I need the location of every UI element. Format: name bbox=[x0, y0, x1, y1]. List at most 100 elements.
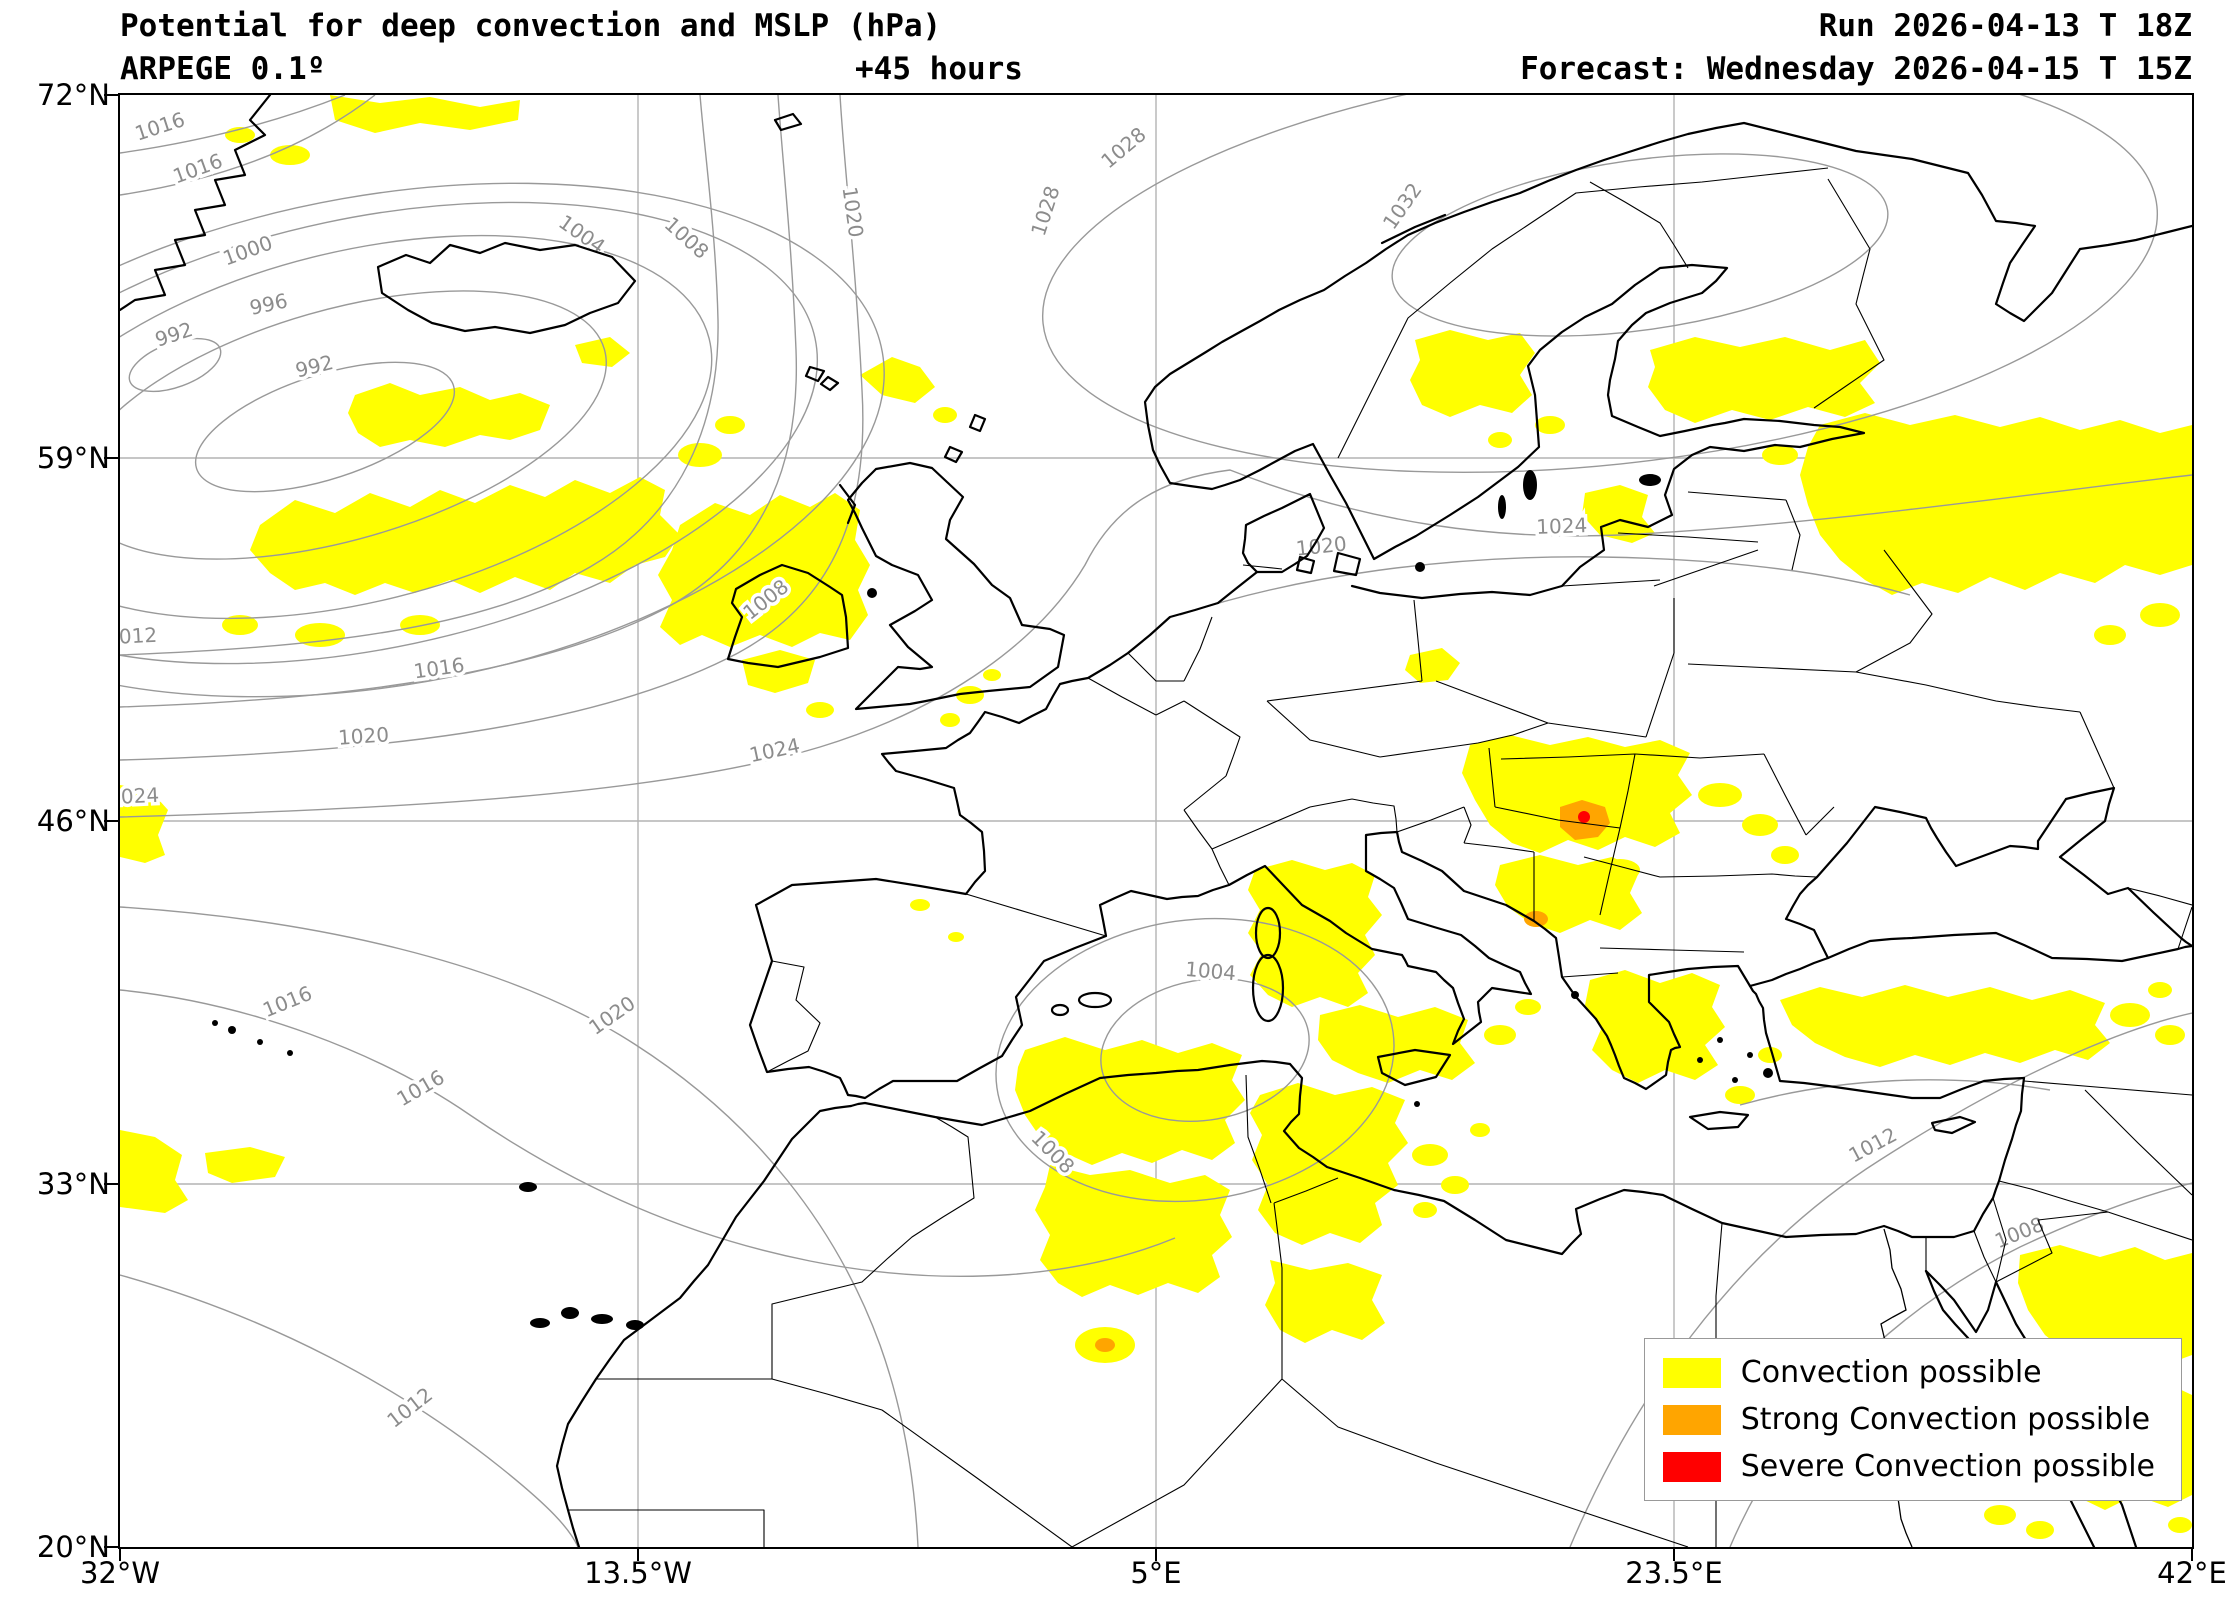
canary-island bbox=[530, 1318, 550, 1328]
axis-tick bbox=[104, 94, 118, 96]
isobar-label: 1000 bbox=[220, 230, 276, 270]
isobar-label: 1016 bbox=[170, 148, 226, 188]
legend-item-label: Convection possible bbox=[1740, 1355, 2042, 1390]
aegean-island bbox=[1747, 1052, 1753, 1058]
legend-swatch-strong-convection bbox=[1662, 1404, 1721, 1435]
grid-lines bbox=[120, 95, 2192, 1547]
canary-island bbox=[561, 1307, 579, 1319]
shetland-orkney bbox=[943, 413, 987, 464]
forecast-map-frame: 1016 1016 1000 996 992 992 1004 1008 1008 1012 101… bbox=[118, 93, 2194, 1549]
isobar-label: 1016 bbox=[412, 653, 466, 684]
mallorca bbox=[1077, 991, 1113, 1009]
ireland-coast bbox=[726, 563, 850, 669]
axis-tick bbox=[104, 820, 118, 822]
aegean-island bbox=[1717, 1037, 1723, 1043]
isobar-label: 996 bbox=[247, 288, 289, 319]
isobar-label: 1028 bbox=[1096, 122, 1150, 173]
lat-tick-label: 72°N bbox=[36, 78, 110, 112]
continental-europe-coast bbox=[748, 570, 2192, 1100]
forecast-label: Forecast: Wednesday 2026-04-15 T 15Z bbox=[1520, 51, 2192, 87]
isobar-label: 1024 bbox=[120, 783, 160, 810]
model-label: ARPEGE 0.1º bbox=[120, 51, 326, 87]
lat-tick-label: 20°N bbox=[36, 1530, 110, 1564]
greenland-coast bbox=[120, 95, 272, 312]
scandinavia-coast bbox=[1143, 121, 2192, 600]
isobar-label: 1008 bbox=[660, 212, 714, 264]
aegean-island bbox=[1732, 1077, 1738, 1083]
coastlines bbox=[120, 95, 2192, 1547]
bornholm bbox=[1415, 562, 1425, 572]
iceland-coast bbox=[376, 241, 637, 335]
saaremaa bbox=[1639, 474, 1661, 486]
axis-tick bbox=[2191, 1547, 2193, 1561]
sinai-coast bbox=[1924, 1269, 1998, 1334]
isobar-contours bbox=[120, 95, 2192, 1547]
axis-tick bbox=[1155, 1547, 1157, 1561]
isobar-label: 1024 bbox=[1536, 513, 1588, 539]
jan-mayen bbox=[773, 112, 803, 132]
lat-tick-label: 59°N bbox=[36, 441, 110, 475]
morocco-atlantic-coast bbox=[555, 1104, 853, 1547]
azores-island bbox=[228, 1026, 236, 1034]
isobar-label: 1020 bbox=[1295, 531, 1348, 560]
minorca bbox=[1050, 1003, 1070, 1017]
map-legend: Convection possible Strong Convection po… bbox=[1643, 1338, 2182, 1501]
isobar-label: 992 bbox=[152, 317, 196, 352]
gotland bbox=[1523, 470, 1537, 500]
isobar-label: 1016 bbox=[132, 107, 188, 146]
isobar-label: 1012 bbox=[382, 1382, 437, 1432]
isobar-label: 1020 bbox=[584, 991, 639, 1040]
lon-tick-label: 13.5°W bbox=[584, 1556, 692, 1590]
lon-tick-label: 23.5°E bbox=[1625, 1556, 1723, 1590]
axis-tick bbox=[104, 1183, 118, 1185]
faroe-islands bbox=[804, 365, 840, 392]
isobar-label: 1012 bbox=[1845, 1122, 1901, 1167]
crete bbox=[1688, 1110, 1750, 1131]
lon-tick-label: 32°W bbox=[79, 1556, 161, 1590]
page-title: Potential for deep convection and MSLP (… bbox=[120, 8, 942, 44]
isobar-label: 1016 bbox=[259, 981, 315, 1022]
isobar-label: 1016 bbox=[392, 1065, 448, 1111]
axis-tick bbox=[104, 457, 118, 459]
madeira bbox=[519, 1182, 537, 1192]
lat-tick-label: 33°N bbox=[36, 1167, 110, 1201]
corfu bbox=[1571, 991, 1579, 999]
north-africa-coast bbox=[849, 984, 2026, 1256]
isobar-label: 992 bbox=[293, 350, 336, 383]
lon-tick-label: 5°E bbox=[1130, 1556, 1182, 1590]
rhodes bbox=[1763, 1068, 1773, 1078]
legend-item: Strong Convection possible bbox=[1662, 1402, 2155, 1437]
axis-tick bbox=[637, 1547, 639, 1561]
convection-areas bbox=[120, 95, 2192, 1539]
legend-item: Severe Convection possible bbox=[1662, 1449, 2155, 1484]
azores-island bbox=[257, 1039, 263, 1045]
lead-time-label: +45 hours bbox=[855, 51, 1023, 87]
danish-islands bbox=[1295, 551, 1362, 577]
isobar-label: 1024 bbox=[747, 733, 802, 767]
axis-tick bbox=[119, 1547, 121, 1561]
malta bbox=[1414, 1101, 1420, 1107]
azores-island bbox=[212, 1020, 218, 1026]
isobar-label: 1020 bbox=[838, 185, 869, 239]
severe-convection-areas bbox=[1578, 811, 1590, 823]
cyprus bbox=[1930, 1115, 1977, 1135]
canary-island bbox=[626, 1320, 644, 1330]
legend-swatch-severe-convection bbox=[1662, 1451, 1721, 1482]
azores-island bbox=[287, 1050, 293, 1056]
isobar-label: 1028 bbox=[1026, 183, 1065, 239]
lat-tick-label: 46°N bbox=[36, 804, 110, 838]
isle-of-man bbox=[867, 588, 877, 598]
canary-island bbox=[591, 1314, 613, 1324]
isobar-label: 1020 bbox=[337, 722, 389, 749]
legend-item-label: Severe Convection possible bbox=[1740, 1449, 2155, 1484]
sardinia bbox=[1251, 953, 1285, 1023]
legend-item: Convection possible bbox=[1662, 1355, 2155, 1390]
corsica bbox=[1254, 906, 1282, 960]
axis-tick bbox=[104, 1546, 118, 1548]
isobar-label: 1004 bbox=[1184, 957, 1237, 985]
hebrides bbox=[838, 483, 857, 525]
axis-tick bbox=[1673, 1547, 1675, 1561]
legend-swatch-convection bbox=[1662, 1357, 1721, 1388]
